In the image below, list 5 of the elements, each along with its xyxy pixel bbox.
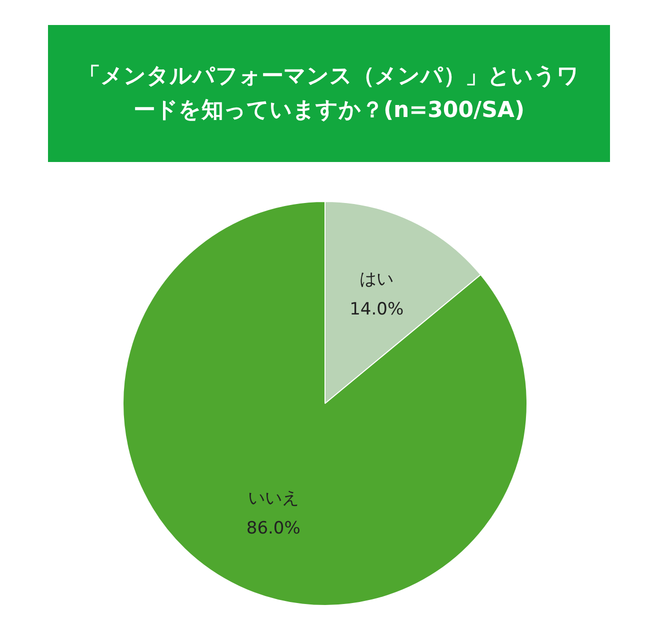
- data-label: 86.0%: [246, 518, 300, 539]
- data-label: 14.0%: [350, 299, 404, 320]
- slice-label: いいえ: [248, 488, 299, 509]
- slice-label: はい: [360, 269, 394, 290]
- chart-title: 「メンタルパフォーマンス（メンパ）」というワードを知っていますか？(n=300/SA): [48, 25, 610, 162]
